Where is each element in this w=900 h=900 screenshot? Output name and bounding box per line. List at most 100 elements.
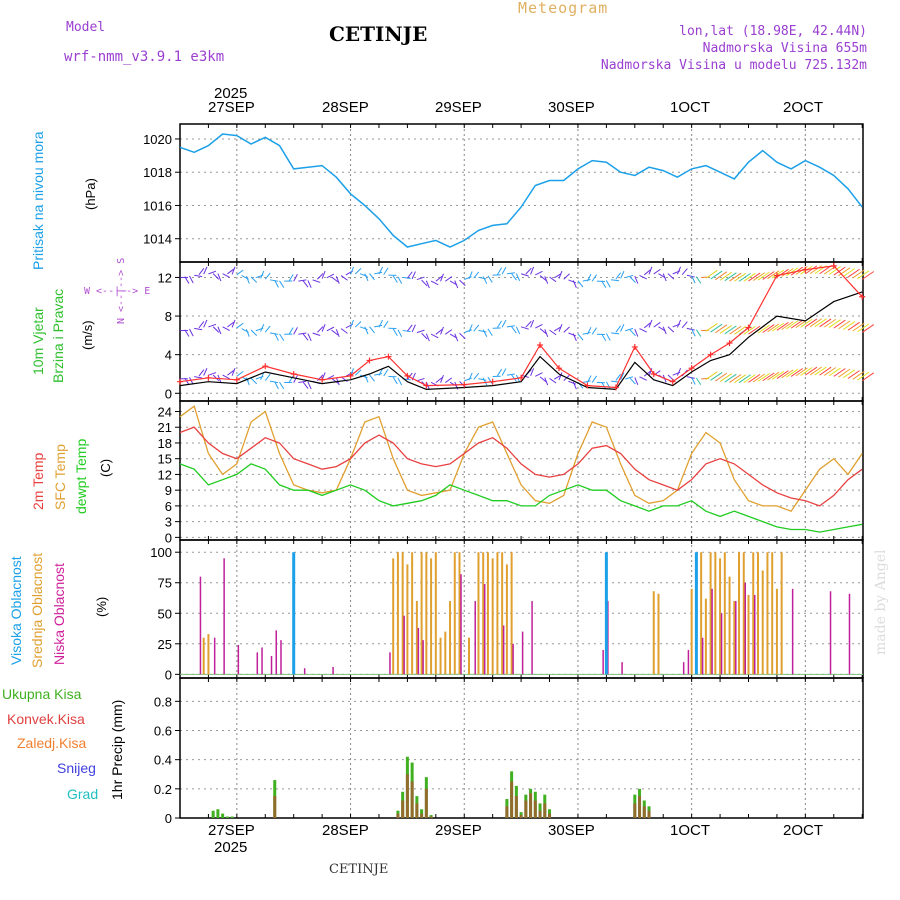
wind-arrow (615, 373, 622, 381)
wind-gust-marker (707, 351, 714, 358)
wind-arrow (430, 280, 439, 286)
bottom-day-label: 2OCT (783, 822, 824, 839)
wind-arrow (629, 329, 636, 337)
meteogram-title: Meteogram (518, 0, 609, 17)
wind-arrow (710, 270, 723, 280)
wind-arrow (378, 319, 384, 328)
wind-arrow (852, 269, 865, 279)
wind-arrow (369, 273, 375, 281)
wind-arrow (269, 279, 278, 282)
wind-arrow (331, 276, 339, 283)
wind-arrow (402, 276, 411, 280)
wind-arrow (198, 268, 205, 275)
wind-arrow (686, 376, 695, 379)
wind-arrow (440, 326, 444, 335)
wind-arrow (719, 373, 732, 383)
wind-arrow (842, 321, 856, 330)
precip-frz-label: Zaledj.Kisa (17, 735, 87, 751)
panel-frame (179, 677, 864, 819)
wind-arrow (464, 329, 472, 334)
wind-arrow (260, 270, 265, 279)
wind-arrow (790, 319, 803, 329)
wind-arrow (762, 372, 775, 382)
wind-arrow (487, 275, 493, 283)
wind-arrow (189, 328, 194, 337)
wind-arrow (625, 327, 634, 332)
wind-arrow (639, 328, 647, 333)
wind-arrow (781, 268, 794, 277)
wind-arrow (269, 332, 278, 335)
wind-arrow (421, 332, 428, 340)
model-name: wrf-nmm_v3.9.1 e3km (64, 49, 225, 65)
wind-arrow (715, 271, 728, 281)
wind-arrow (274, 381, 279, 390)
wind-arrow (767, 323, 780, 333)
wind-arrow (222, 374, 230, 380)
wind-arrow (307, 280, 312, 288)
wind-arrow (416, 276, 425, 281)
precip-conv-bar (529, 793, 533, 818)
wind-arrow (260, 372, 265, 380)
wind-arrow (445, 276, 453, 282)
wind-arrow (809, 366, 822, 376)
wind-arrow (814, 366, 827, 376)
wind-arrow (695, 329, 702, 337)
wind-arrow (194, 376, 203, 379)
wind-arrow (520, 326, 529, 330)
wind-compass-we: W <--|--> E (84, 286, 151, 297)
wind-arrow (809, 318, 822, 328)
wind-arrow (511, 273, 517, 281)
precip-total-bar (225, 816, 229, 818)
precip-conv-bar (538, 810, 542, 818)
precip-conv-bar (424, 788, 428, 818)
y-tick-label: 1020 (143, 132, 172, 147)
bottom-day-label: 30SEP (548, 822, 595, 839)
wind-arrow (312, 279, 321, 283)
wind-arrow (582, 380, 591, 383)
wind-arrow (445, 377, 453, 383)
wind-arrow (549, 377, 557, 384)
y-tick-label: 0 (165, 667, 172, 682)
wind-arrow (563, 273, 570, 280)
wind-arrow (648, 368, 653, 376)
wind-arrow (212, 326, 220, 333)
wind-arrow (771, 370, 785, 380)
wind-arrow (748, 373, 761, 383)
top-day-label: 28SEP (322, 99, 369, 116)
y-tick-label: 25 (158, 637, 172, 652)
wind-arrow (781, 369, 794, 379)
wind-arrow (715, 324, 728, 334)
wind-arrow (648, 319, 653, 328)
wind-gust-marker (537, 342, 544, 349)
wind-arrow (676, 266, 682, 275)
wind-arrow (591, 375, 597, 383)
wind-arrow (601, 280, 607, 288)
wind-arrow (459, 332, 466, 340)
wind-arrow (719, 325, 732, 334)
wind-arrow (819, 318, 832, 328)
wind-arrow (615, 325, 622, 333)
precip-conv-bar (548, 813, 552, 818)
wind-arrow (691, 328, 696, 337)
wind-arrow (501, 368, 507, 376)
y-tick-label: 12 (158, 270, 172, 285)
wind-arrow (554, 273, 562, 279)
wind-arrow (611, 279, 620, 282)
precip-conv-bar (524, 800, 528, 818)
wind-arrow (729, 272, 742, 282)
wind-arrow (824, 367, 837, 376)
wind-arrow (293, 273, 298, 282)
y-tick-label: 1016 (143, 198, 172, 213)
wind-arrow (425, 280, 430, 289)
wind-arrow (786, 320, 799, 330)
wind-arrow (416, 377, 425, 382)
wind-arrow (743, 272, 756, 282)
wind-arrow (554, 374, 562, 380)
wind-arrow (236, 269, 244, 276)
wind-arrow (454, 333, 459, 342)
wind-arrow (440, 375, 444, 383)
wind-arrow (478, 378, 487, 381)
wind-arrow (487, 376, 493, 385)
top-day-label: 29SEP (435, 99, 482, 116)
wind-arrow (312, 332, 321, 337)
